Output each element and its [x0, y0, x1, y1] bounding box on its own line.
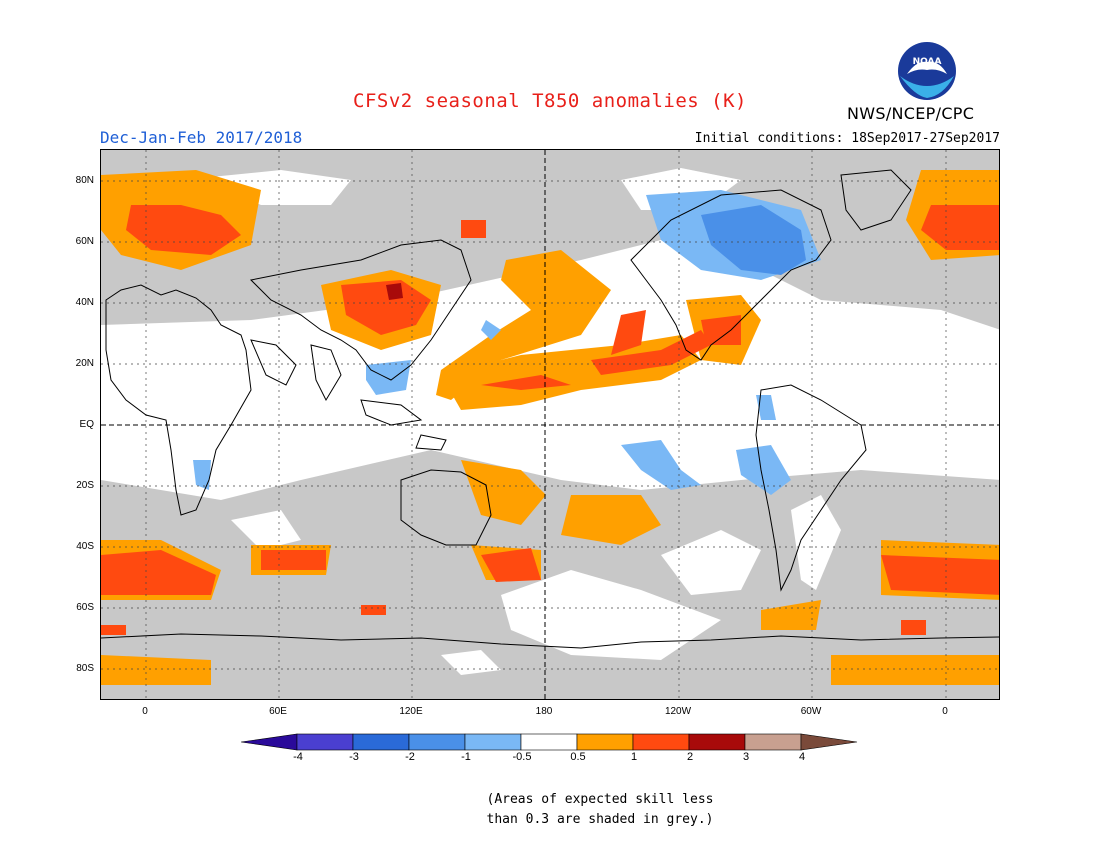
- colorbar-tick-2: 2: [686, 751, 694, 763]
- colorbar-box: [688, 733, 746, 751]
- initial-conditions: Initial conditions: 18Sep2017-27Sep2017: [694, 131, 1000, 146]
- colorbar: [241, 733, 858, 751]
- lat-label-40s: 40S: [76, 541, 94, 552]
- lat-label-20n: 20N: [75, 358, 94, 369]
- season-label: Dec-Jan-Feb 2017/2018: [100, 128, 303, 147]
- lon-label-0-left: 0: [142, 706, 148, 717]
- equator-and-dateline: [101, 150, 999, 699]
- lon-label-120w: 120W: [664, 706, 692, 717]
- colorbar-arrow-low: [241, 733, 298, 751]
- colorbar-tick--3: -3: [349, 751, 359, 763]
- anomaly-map: [100, 149, 1000, 700]
- colorbar-box: [576, 733, 634, 751]
- colorbar-tick-1: 1: [630, 751, 638, 763]
- coastlines: [101, 169, 999, 649]
- colorbar-box: [352, 733, 410, 751]
- colorbar-box: [408, 733, 466, 751]
- lat-label-40n: 40N: [75, 297, 94, 308]
- lat-lon-grid: [101, 150, 999, 699]
- lon-label-60e: 60E: [269, 706, 287, 717]
- colorbar-box: [296, 733, 354, 751]
- agency-label: NWS/NCEP/CPC: [847, 104, 975, 123]
- lat-label-eq: EQ: [79, 419, 94, 430]
- colorbar-tick-4: 4: [798, 751, 806, 763]
- skill-note-line-1: (Areas of expected skill less: [486, 792, 714, 807]
- cool-anomaly-medium: [701, 205, 806, 275]
- lon-label-60w: 60W: [800, 706, 822, 717]
- lat-label-60n: 60N: [75, 236, 94, 247]
- lat-label-20s: 20S: [76, 480, 94, 491]
- colorbar-tick--2: -2: [405, 751, 415, 763]
- colorbar-tick-0.5: 0.5: [570, 751, 586, 763]
- colorbar-box: [632, 733, 690, 751]
- colorbar-arrow-high: [800, 733, 858, 751]
- noaa-logo: NOAA: [898, 42, 956, 100]
- warm-anomaly-medium: [101, 205, 999, 635]
- warm-anomaly-strong: [386, 283, 403, 300]
- noaa-logo-text: NOAA: [913, 57, 942, 67]
- lat-label-80s: 80S: [76, 663, 94, 674]
- anomaly-map-svg: [101, 150, 999, 699]
- lon-label-120e: 120E: [399, 706, 423, 717]
- colorbar-tick--1: -1: [461, 751, 471, 763]
- skill-note-line-2: than 0.3 are shaded in grey.): [486, 812, 714, 827]
- colorbar-box: [464, 733, 522, 751]
- lon-label-0-right: 0: [942, 706, 948, 717]
- chart-title: CFSv2 seasonal T850 anomalies (K): [353, 90, 747, 112]
- lat-label-80n: 80N: [75, 175, 94, 186]
- colorbar-tick--0.5: -0.5: [512, 751, 532, 763]
- colorbar-tick-3: 3: [742, 751, 750, 763]
- lon-label-180: 180: [535, 706, 553, 717]
- lat-label-60s: 60S: [76, 602, 94, 613]
- colorbar-box: [520, 733, 578, 751]
- colorbar-tick--4: -4: [293, 751, 303, 763]
- colorbar-box: [744, 733, 802, 751]
